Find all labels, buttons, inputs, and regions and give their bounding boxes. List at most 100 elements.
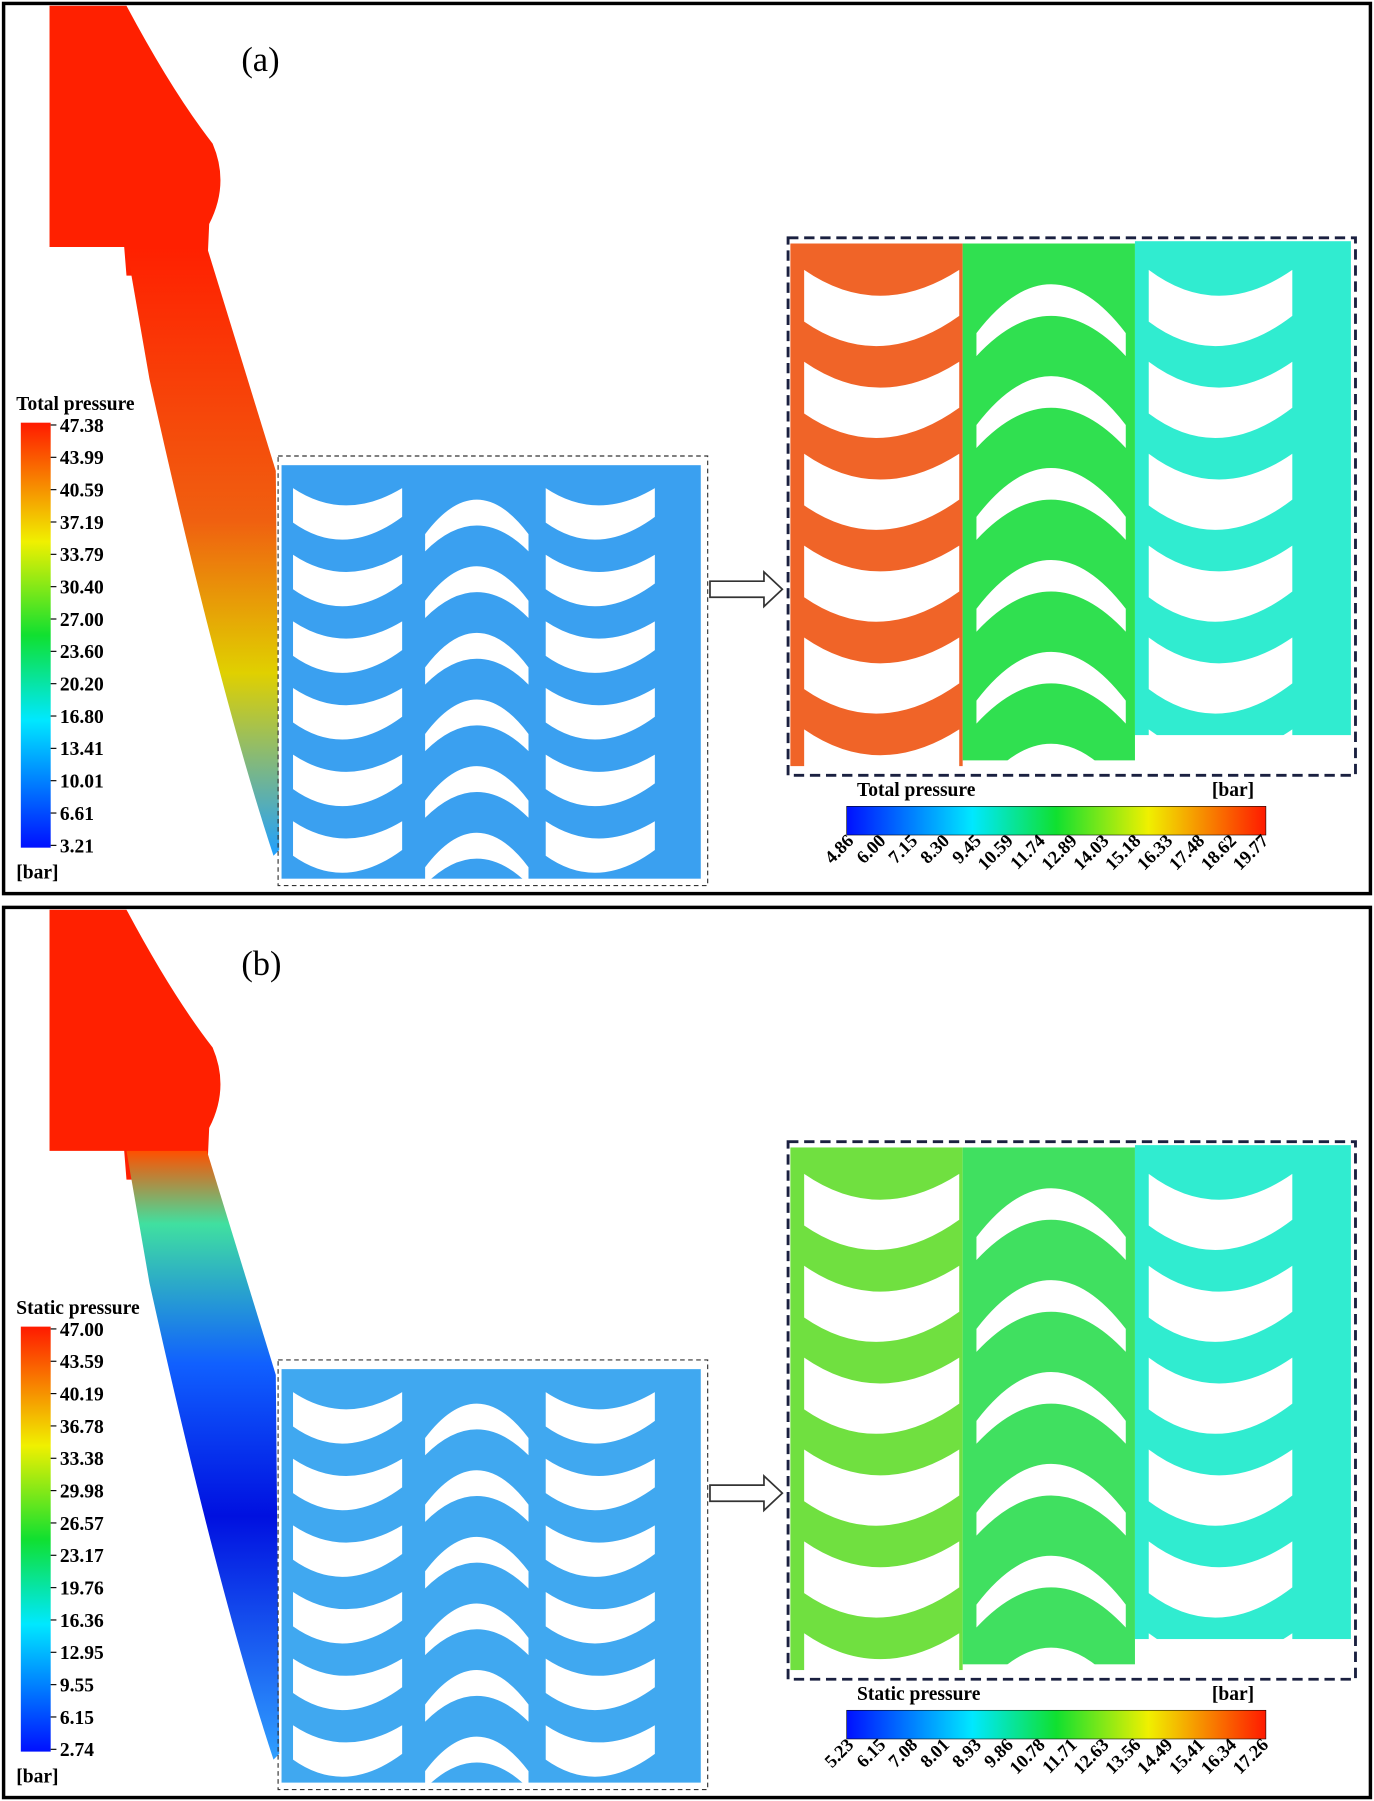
blade-gap (545, 1725, 655, 1777)
duct (126, 1150, 280, 1760)
blade-gap (804, 637, 960, 714)
arrow (709, 1473, 784, 1513)
legend-title: Static pressure (857, 1684, 981, 1705)
blade-gap (1148, 1173, 1293, 1251)
blade-gap (293, 554, 403, 607)
blade-gap (293, 621, 403, 673)
colorbar (20, 1326, 51, 1752)
blade-gap (293, 1725, 403, 1777)
colorbar (846, 806, 1267, 836)
panel: (b)Static pressure47.0043.5940.1936.7833… (1, 905, 1373, 1800)
tick-label: 4.86 (821, 831, 858, 868)
blade-gap (976, 1188, 1126, 1261)
zoom-frame (277, 1359, 709, 1791)
tick-label: 13.56 (1101, 1735, 1144, 1778)
blade-gap (545, 821, 655, 873)
blade-gap (545, 554, 655, 607)
blade-gap (1148, 1541, 1293, 1618)
tick-label: 19.76 (60, 1579, 104, 1600)
blade-gap (293, 488, 403, 540)
blade-gap (1148, 269, 1293, 347)
tick-label: 43.99 (60, 448, 104, 469)
tick-label: 27.00 (60, 610, 104, 631)
blade-gap (545, 1591, 655, 1644)
blade-gap (425, 1603, 529, 1656)
blade-gap (804, 729, 960, 806)
tick-label: 15.18 (1101, 831, 1144, 874)
blade-gap (976, 1463, 1126, 1536)
tick-label: 15.41 (1165, 1735, 1208, 1778)
blade-gap (425, 1403, 529, 1456)
legend-unit: [bar] (1212, 780, 1254, 801)
panel-border (1, 1, 1373, 896)
tick-label: 14.03 (1069, 831, 1112, 874)
tick-label: 16.34 (1197, 1735, 1240, 1778)
legend-title: Total pressure (16, 394, 135, 415)
blade-gap (545, 688, 655, 740)
blade-gap (293, 821, 403, 873)
blade-gap (976, 376, 1126, 448)
panel-label: (a) (241, 41, 279, 79)
tick-label: 17.48 (1165, 831, 1208, 874)
blade-gap (804, 1541, 960, 1618)
tick-label: 40.59 (60, 481, 104, 502)
tick-label: 7.08 (884, 1735, 921, 1772)
tick-label: 13.41 (60, 739, 104, 760)
legend-title: Total pressure (857, 780, 976, 801)
tick-label: 12.89 (1037, 831, 1080, 874)
tick-label: 47.00 (60, 1320, 104, 1341)
blade-gap (1148, 545, 1293, 622)
blade-gap (545, 1658, 655, 1711)
tick-label: 23.17 (60, 1546, 104, 1567)
blade-gap (1148, 1633, 1293, 1710)
blade-gap (976, 559, 1126, 632)
panel: (a)Total pressure47.3843.9940.5937.1933.… (1, 1, 1373, 896)
tick-label: 3.21 (60, 836, 94, 857)
panel-label: (b) (241, 945, 281, 983)
tick-label: 40.19 (60, 1384, 104, 1405)
tick-label: 6.15 (60, 1708, 94, 1729)
blade-gap (976, 651, 1126, 724)
arrow (709, 570, 784, 609)
tick-label: 29.98 (60, 1482, 104, 1503)
blade-gap (293, 1658, 403, 1711)
tick-label: 8.30 (916, 831, 953, 868)
blade-gap (1148, 1449, 1293, 1526)
blade-gap (976, 1647, 1126, 1720)
tick-label: 47.38 (60, 416, 104, 437)
tick-label: 43.59 (60, 1352, 104, 1373)
blade-gap (1148, 1265, 1293, 1342)
tick-label: 14.49 (1133, 1735, 1176, 1778)
tick-label: 11.74 (1006, 831, 1049, 874)
tick-label: 19.77 (1229, 831, 1272, 874)
blade-gap (545, 1392, 655, 1444)
tick-label: 9.55 (60, 1676, 94, 1697)
blade-gap (804, 269, 960, 347)
blade-gap (1148, 453, 1293, 530)
blade-gap (804, 1173, 960, 1251)
legend-unit: [bar] (16, 863, 58, 884)
tick-label: 6.61 (60, 804, 94, 825)
tick-label: 8.93 (948, 1735, 985, 1772)
tick-label: 2.74 (60, 1740, 94, 1761)
blade-gap (976, 284, 1126, 357)
tick-label: 30.40 (60, 578, 104, 599)
blade-gap (425, 1670, 529, 1722)
blade-gap (293, 1525, 403, 1577)
blade-gap (425, 1736, 529, 1789)
blade-gap (976, 468, 1126, 540)
blade-gap (293, 754, 403, 807)
blade-gap (1148, 361, 1293, 438)
tick-label: 6.15 (853, 1735, 890, 1772)
tick-label: 16.36 (60, 1611, 104, 1632)
blade-gap (425, 632, 529, 685)
blade-gap (293, 1392, 403, 1444)
blade-gap (804, 1633, 960, 1710)
tick-label: 5.23 (821, 1735, 858, 1772)
tick-label: 8.01 (916, 1735, 953, 1772)
tick-label: 12.95 (60, 1643, 104, 1664)
legend-unit: [bar] (1212, 1684, 1254, 1705)
tick-label: 6.00 (853, 831, 890, 868)
blade-gap (293, 688, 403, 740)
